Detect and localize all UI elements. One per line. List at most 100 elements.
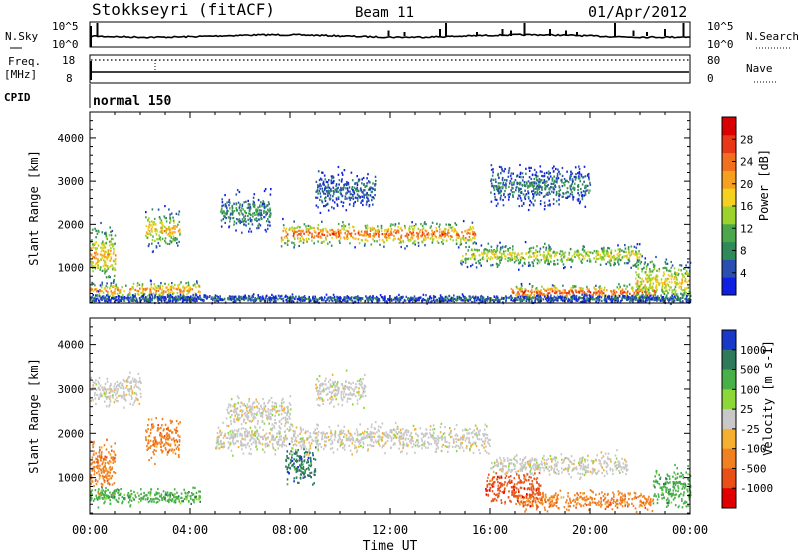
data-cell — [110, 240, 112, 243]
data-cell — [600, 296, 603, 299]
data-cell — [672, 292, 675, 296]
data-cell — [555, 190, 558, 194]
data-cell — [586, 290, 589, 293]
data-cell — [495, 180, 497, 183]
data-cell — [296, 237, 299, 240]
data-cell — [577, 298, 579, 301]
data-cell — [570, 170, 572, 173]
data-cell — [442, 299, 444, 303]
data-cell — [545, 258, 548, 261]
data-cell — [359, 196, 361, 199]
data-cell — [257, 224, 259, 227]
data-cell — [326, 234, 329, 237]
data-cell — [394, 300, 397, 303]
data-cell — [471, 230, 474, 233]
data-cell — [537, 175, 539, 178]
data-cell — [544, 289, 546, 292]
data-cell — [411, 221, 413, 224]
freq-panel: Freq. [MHz] 18 8 80 0 Nave — [4, 54, 776, 85]
data-cell — [389, 225, 392, 228]
data-cell — [440, 236, 443, 240]
data-cell — [633, 245, 636, 248]
data-cell — [247, 222, 250, 225]
data-cell — [157, 284, 160, 288]
data-cell — [504, 254, 506, 258]
data-cell — [472, 253, 475, 256]
data-cell — [536, 245, 538, 248]
data-cell — [361, 190, 364, 194]
data-cell — [153, 283, 156, 286]
data-cell — [513, 181, 515, 184]
data-cell — [220, 210, 222, 213]
data-cell — [423, 222, 426, 225]
data-cell — [516, 292, 519, 295]
data-cell — [626, 256, 628, 259]
freq-tick-low: 8 — [66, 72, 73, 85]
data-cell — [592, 295, 594, 299]
data-cell — [531, 261, 534, 264]
data-cell — [474, 232, 476, 235]
data-cell — [531, 173, 534, 176]
data-cell — [334, 230, 337, 233]
data-cell — [628, 260, 631, 263]
data-cell — [111, 242, 114, 246]
data-cell — [367, 173, 369, 176]
data-cell — [517, 298, 519, 301]
data-cell — [601, 249, 604, 252]
data-cell — [667, 273, 670, 276]
data-cell — [360, 239, 363, 242]
data-cell — [501, 296, 503, 299]
data-cell — [482, 299, 485, 303]
data-cell — [185, 286, 188, 289]
data-cell — [648, 274, 650, 277]
data-cell — [328, 299, 331, 302]
data-cell — [534, 192, 536, 195]
data-cell — [165, 298, 167, 301]
data-cell — [571, 259, 574, 262]
data-cell — [387, 236, 389, 239]
data-cell — [444, 232, 446, 235]
data-cell — [311, 232, 313, 235]
data-cell — [532, 203, 535, 206]
data-cell — [494, 249, 496, 253]
data-cell — [517, 287, 520, 290]
data-cell — [588, 290, 590, 293]
data-cell — [688, 299, 690, 302]
data-cell — [588, 255, 590, 258]
data-cell — [319, 198, 321, 201]
data-cell — [345, 296, 347, 299]
data-cell — [345, 183, 348, 186]
data-cell — [642, 294, 644, 297]
data-cell — [457, 232, 459, 235]
data-cell — [576, 299, 579, 302]
data-cell — [515, 293, 517, 296]
data-cell — [338, 183, 340, 186]
data-cell — [148, 225, 151, 228]
data-cell — [558, 192, 560, 196]
data-cell — [625, 287, 627, 290]
data-cell — [121, 286, 123, 289]
data-cell — [464, 230, 466, 233]
data-cell — [363, 234, 365, 237]
data-cell — [649, 279, 652, 282]
data-cell — [576, 198, 579, 201]
data-cell — [158, 237, 161, 240]
data-cell — [259, 209, 261, 212]
data-cell — [547, 204, 549, 207]
data-cell — [110, 298, 112, 301]
data-cell — [334, 188, 336, 191]
data-cell — [299, 239, 302, 242]
data-cell — [599, 295, 601, 298]
data-cell — [616, 286, 619, 289]
data-cell — [411, 237, 414, 240]
data-cell — [253, 205, 256, 209]
data-cell — [123, 290, 125, 293]
data-cell — [108, 275, 111, 278]
data-cell — [441, 231, 443, 234]
data-cell — [648, 296, 650, 299]
data-cell — [627, 262, 629, 265]
data-cell — [511, 181, 513, 184]
data-cell — [322, 299, 325, 302]
data-cell — [614, 257, 616, 260]
data-cell — [525, 181, 528, 184]
